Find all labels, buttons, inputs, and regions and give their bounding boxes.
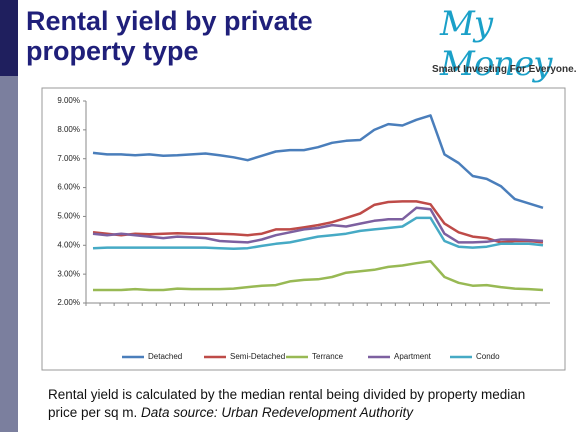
source: Data source: Urban Redevelopment Authori…	[141, 405, 413, 420]
legend-label: Detached	[148, 352, 182, 361]
legend-label: Condo	[476, 352, 500, 361]
y-tick-label: 6.00%	[57, 183, 80, 192]
line-series	[92, 206, 544, 244]
line-series	[92, 216, 544, 250]
tagline: Smart Investing For Everyone.	[432, 64, 577, 75]
y-tick-label: 7.00%	[57, 154, 80, 163]
line-series	[93, 259, 544, 292]
y-tick-label: 4.00%	[57, 240, 80, 249]
legend-label: Semi-Detached	[230, 352, 285, 361]
accent-bar	[0, 0, 18, 76]
accent-bar	[0, 76, 18, 432]
slide-title: Rental yield by private property type	[26, 6, 313, 66]
chart: 2.00% 3.00% 4.00% 5.00% 6.00% 7.00% 8.00% 9.00%…	[41, 87, 566, 371]
logo: My Money	[440, 4, 553, 84]
line-series	[92, 200, 544, 244]
caption-text: Rental yield is calculated by the median…	[48, 387, 526, 420]
caption: Rental yield is calculated by the median…	[48, 386, 548, 422]
legend-label: Terrance	[312, 352, 344, 361]
y-tick-label: 9.00%	[57, 96, 80, 105]
line-series	[92, 114, 544, 209]
y-tick-label: 8.00%	[57, 125, 80, 134]
y-tick-label: 3.00%	[57, 269, 80, 278]
y-tick-label: 2.00%	[57, 298, 80, 307]
y-tick-label: 5.00%	[57, 212, 80, 221]
legend-label: Apartment	[394, 352, 432, 361]
